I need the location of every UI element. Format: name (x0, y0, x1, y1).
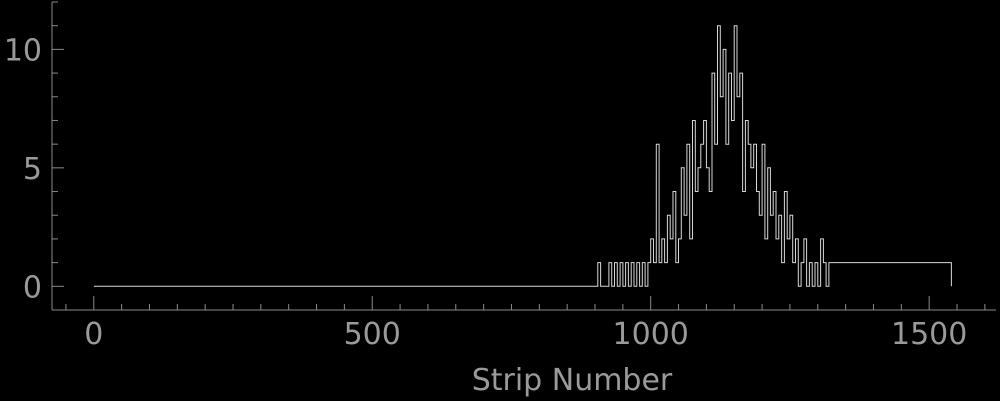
y-tick-label: 0 (23, 270, 42, 305)
y-tick-label: 10 (4, 33, 42, 68)
x-tick-labels: 0 500 1000 1500 (84, 317, 967, 352)
y-tick-label: 5 (23, 152, 42, 187)
axis-ticks (52, 1, 986, 311)
x-tick-label: 1000 (613, 317, 689, 352)
x-tick-label: 1500 (891, 317, 967, 352)
series-trace (93, 25, 952, 287)
x-axis-title: Strip Number (472, 363, 673, 398)
x-tick-label: 0 (84, 317, 103, 352)
x-tick-label: 500 (344, 317, 401, 352)
y-tick-labels: 0 5 10 (4, 33, 42, 305)
